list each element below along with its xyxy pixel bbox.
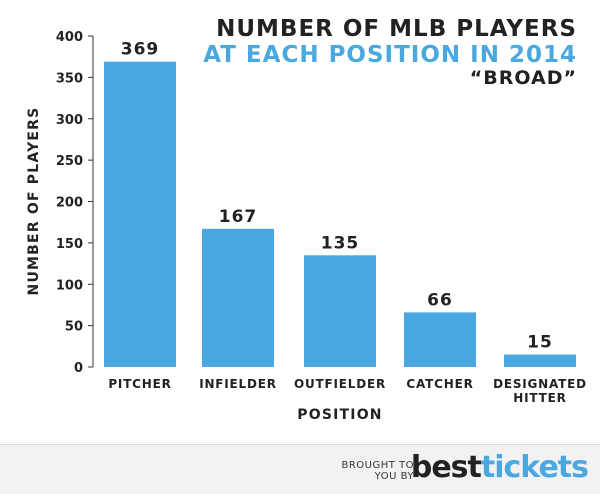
- bar: [404, 312, 476, 367]
- footer-banner: BROUGHT TO YOU BY besttickets: [0, 444, 600, 494]
- chart-title-line-2: AT EACH POSITION IN 2014: [203, 42, 577, 68]
- y-tick-label: 100: [56, 278, 83, 293]
- bar: [202, 228, 274, 367]
- x-category-label: DESIGNATED: [493, 377, 587, 391]
- x-category-label: INFIELDER: [199, 377, 277, 391]
- y-axis-title: NUMBER OF PLAYERS: [26, 107, 42, 296]
- brought-line-1: BROUGHT TO: [341, 460, 414, 471]
- besttickets-logo[interactable]: besttickets: [410, 450, 589, 485]
- y-tick-label: 250: [56, 154, 83, 169]
- y-tick-label: 350: [56, 71, 83, 86]
- brought-to-you-by-text: BROUGHT TO YOU BY: [341, 460, 414, 482]
- x-category-label: HITTER: [513, 391, 566, 405]
- chart-title-line-3: “BROAD”: [470, 67, 577, 89]
- y-axis: 0 50 100 150 200 250 300 350 400: [56, 30, 94, 376]
- bar: [304, 255, 376, 367]
- x-category-label: CATCHER: [406, 377, 473, 391]
- x-category-label: PITCHER: [108, 377, 171, 391]
- x-category-label: OUTFIELDER: [294, 377, 386, 391]
- y-tick-label: 0: [74, 361, 83, 376]
- y-tick-label: 150: [56, 237, 83, 252]
- bars: 369 167 135 66 15: [104, 40, 576, 368]
- bar-value-label: 66: [427, 290, 453, 310]
- bar-value-label: 15: [527, 333, 553, 353]
- bar-value-label: 135: [321, 233, 360, 253]
- bar: [504, 354, 576, 367]
- x-axis-title: POSITION: [297, 407, 382, 423]
- x-axis: PITCHER INFIELDER OUTFIELDER CATCHER DESIGNA…: [108, 377, 587, 405]
- y-tick-label: 200: [56, 196, 83, 211]
- chart-title-line-1: NUMBER OF MLB PLAYERS: [216, 16, 577, 42]
- brought-line-2: YOU BY: [374, 471, 414, 482]
- logo-tickets: tickets: [480, 450, 589, 485]
- bar-value-label: 369: [121, 40, 160, 60]
- bar-chart: NUMBER OF MLB PLAYERS AT EACH POSITION I…: [26, 16, 587, 423]
- y-tick-label: 300: [56, 113, 83, 128]
- logo-best: best: [410, 450, 482, 485]
- bar: [104, 61, 176, 368]
- y-tick-label: 400: [56, 30, 83, 45]
- y-tick-label: 50: [65, 320, 83, 335]
- bar-value-label: 167: [219, 207, 258, 227]
